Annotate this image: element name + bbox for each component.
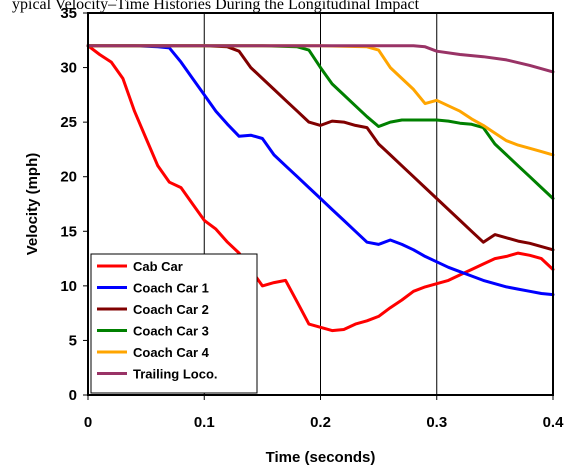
y-tick-label: 0 [69,387,77,404]
y-tick-label: 5 [69,332,77,349]
series-line-4 [86,44,555,200]
x-tick-label: 0 [84,414,92,431]
legend-label: Coach Car 3 [133,324,209,339]
legend-label: Coach Car 4 [133,345,210,360]
series-line-3 [86,44,555,252]
y-tick-label: 25 [60,114,77,131]
x-tick-label: 0.4 [543,414,565,431]
series-line-1 [86,44,555,333]
legend-label: Coach Car 1 [133,281,209,296]
x-tick-label: 0.2 [310,414,331,431]
y-tick-label: 10 [60,278,77,295]
x-tick-label: 0.1 [194,414,215,431]
y-tick-label: 20 [60,169,77,186]
legend-label: Trailing Loco. [133,367,218,382]
y-tick-label: 30 [60,60,77,77]
series-line-2 [86,44,555,297]
legend-label: Coach Car 2 [133,302,209,317]
y-tick-label: 35 [60,5,77,22]
x-axis-title: Time (seconds) [266,449,376,466]
legend-box [90,253,258,394]
series-line-6 [86,44,555,74]
y-axis-title: Velocity (mph) [24,153,41,256]
y-tick-label: 15 [60,223,77,240]
x-tick-label: 0.3 [426,414,447,431]
legend-label: Cab Car [133,259,183,274]
chart-title-fragment: ypical Velocity–Time Histories During th… [12,0,420,13]
